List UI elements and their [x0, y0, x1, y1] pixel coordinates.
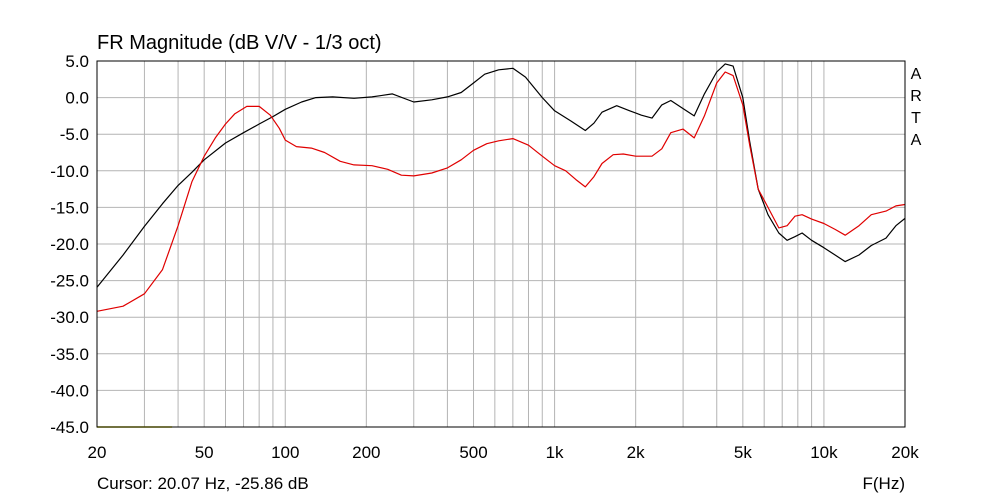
cursor-readout: Cursor: 20.07 Hz, -25.86 dB: [97, 474, 309, 493]
x-tick-label: 20k: [891, 443, 919, 462]
series-line-1: [96, 63, 906, 288]
x-tick-label: 100: [271, 443, 299, 462]
brand-letter: T: [911, 110, 921, 127]
x-axis-tick-labels: 20 50 100 200 500 1k 2k 5k 10k 20k: [88, 443, 920, 462]
x-tick-label: 10k: [810, 443, 838, 462]
y-tick-label: -5.0: [60, 125, 89, 144]
plot-frame: [96, 60, 906, 428]
y-tick-label: -45.0: [50, 418, 89, 437]
x-tick-label: 2k: [627, 443, 645, 462]
series-layer: [96, 63, 906, 428]
x-tick-label: 500: [459, 443, 487, 462]
grid-lines: [97, 61, 905, 427]
chart-title: FR Magnitude (dB V/V - 1/3 oct): [97, 32, 382, 54]
x-tick-label: 5k: [734, 443, 752, 462]
brand-letter: A: [911, 66, 922, 83]
brand-letter: R: [910, 88, 922, 105]
y-axis-tick-labels: 5.0 0.0 -5.0 -10.0 -15.0 -20.0 -25.0 -30.0 -35.0…: [50, 52, 89, 437]
y-tick-label: 5.0: [65, 52, 89, 71]
x-tick-label: 20: [88, 443, 107, 462]
x-tick-label: 1k: [546, 443, 564, 462]
y-tick-label: -20.0: [50, 235, 89, 254]
y-tick-label: -40.0: [50, 381, 89, 400]
brand-letter: A: [911, 132, 922, 149]
x-tick-label: 200: [352, 443, 380, 462]
y-tick-label: -10.0: [50, 162, 89, 181]
series-line-2: [96, 71, 906, 312]
x-axis-label: F(Hz): [863, 474, 905, 493]
y-tick-label: 0.0: [65, 89, 89, 108]
x-tick-label: 50: [195, 443, 214, 462]
y-tick-label: -25.0: [50, 272, 89, 291]
y-tick-label: -15.0: [50, 198, 89, 217]
y-tick-label: -30.0: [50, 308, 89, 327]
y-tick-label: -35.0: [50, 345, 89, 364]
